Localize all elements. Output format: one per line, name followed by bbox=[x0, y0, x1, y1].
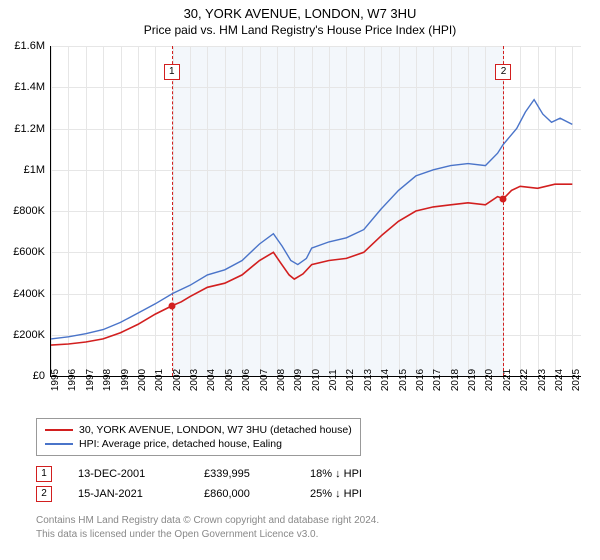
plot: 12 bbox=[50, 46, 581, 377]
xtick-label: 2000 bbox=[137, 369, 148, 391]
xtick-label: 2024 bbox=[554, 369, 565, 391]
ytick-label: £1.2M bbox=[14, 123, 45, 135]
sale-dot bbox=[500, 195, 507, 202]
footer: Contains HM Land Registry data © Crown c… bbox=[36, 514, 379, 541]
legend-item: 30, YORK AVENUE, LONDON, W7 3HU (detache… bbox=[45, 423, 352, 437]
xtick-label: 2023 bbox=[537, 369, 548, 391]
xtick-label: 2002 bbox=[172, 369, 183, 391]
xtick-label: 2018 bbox=[450, 369, 461, 391]
xtick-label: 2025 bbox=[571, 369, 582, 391]
xtick-label: 2017 bbox=[432, 369, 443, 391]
sale-price: £339,995 bbox=[204, 468, 284, 480]
legend-swatch bbox=[45, 429, 73, 431]
xtick-label: 2001 bbox=[154, 369, 165, 391]
sale-price: £860,000 bbox=[204, 488, 284, 500]
xtick-label: 1997 bbox=[85, 369, 96, 391]
xtick-label: 2011 bbox=[328, 369, 339, 391]
sales-table: 1 13-DEC-2001 £339,995 18% ↓ HPI 2 15-JAN-202… bbox=[36, 464, 362, 504]
xtick-label: 1995 bbox=[50, 369, 61, 391]
sale-marker-box: 1 bbox=[164, 64, 180, 80]
legend-item: HPI: Average price, detached house, Eali… bbox=[45, 437, 352, 451]
ytick-label: £0 bbox=[33, 370, 45, 382]
xtick-label: 2004 bbox=[206, 369, 217, 391]
xtick-label: 2015 bbox=[398, 369, 409, 391]
chart-title: 30, YORK AVENUE, LONDON, W7 3HU bbox=[0, 0, 600, 21]
legend-label: HPI: Average price, detached house, Eali… bbox=[79, 438, 282, 450]
xtick-label: 2019 bbox=[467, 369, 478, 391]
sales-row: 2 15-JAN-2021 £860,000 25% ↓ HPI bbox=[36, 484, 362, 504]
xtick-label: 1998 bbox=[102, 369, 113, 391]
xtick-label: 2016 bbox=[415, 369, 426, 391]
legend-swatch bbox=[45, 443, 73, 445]
sale-delta: 18% ↓ HPI bbox=[310, 468, 362, 480]
xtick-label: 2008 bbox=[276, 369, 287, 391]
series-hpi bbox=[51, 100, 572, 339]
ytick-label: £200K bbox=[13, 329, 45, 341]
xtick-label: 2013 bbox=[363, 369, 374, 391]
chart-area: 12 £0£200K£400K£600K£800K£1M£1.2M£1.4M£1… bbox=[50, 46, 580, 376]
ytick-label: £1.4M bbox=[14, 81, 45, 93]
sale-row-marker: 1 bbox=[36, 466, 52, 482]
xtick-label: 1999 bbox=[120, 369, 131, 391]
xtick-label: 2003 bbox=[189, 369, 200, 391]
footer-line: This data is licensed under the Open Gov… bbox=[36, 528, 379, 542]
ytick-label: £1M bbox=[24, 164, 45, 176]
line-series bbox=[51, 46, 581, 376]
sale-row-marker: 2 bbox=[36, 486, 52, 502]
xtick-label: 2009 bbox=[293, 369, 304, 391]
sales-row: 1 13-DEC-2001 £339,995 18% ↓ HPI bbox=[36, 464, 362, 484]
sale-dot bbox=[168, 302, 175, 309]
xtick-label: 2006 bbox=[241, 369, 252, 391]
series-price_paid bbox=[51, 184, 572, 345]
legend: 30, YORK AVENUE, LONDON, W7 3HU (detache… bbox=[36, 418, 361, 456]
footer-line: Contains HM Land Registry data © Crown c… bbox=[36, 514, 379, 528]
xtick-label: 1996 bbox=[67, 369, 78, 391]
ytick-label: £600K bbox=[13, 246, 45, 258]
legend-label: 30, YORK AVENUE, LONDON, W7 3HU (detache… bbox=[79, 424, 352, 436]
sale-date: 15-JAN-2021 bbox=[78, 488, 178, 500]
xtick-label: 2007 bbox=[259, 369, 270, 391]
ytick-label: £400K bbox=[13, 288, 45, 300]
xtick-label: 2020 bbox=[484, 369, 495, 391]
xtick-label: 2021 bbox=[502, 369, 513, 391]
sale-delta: 25% ↓ HPI bbox=[310, 488, 362, 500]
xtick-label: 2022 bbox=[519, 369, 530, 391]
sale-marker-box: 2 bbox=[495, 64, 511, 80]
xtick-label: 2010 bbox=[311, 369, 322, 391]
xtick-label: 2012 bbox=[345, 369, 356, 391]
ytick-label: £800K bbox=[13, 205, 45, 217]
chart-subtitle: Price paid vs. HM Land Registry's House … bbox=[0, 21, 600, 37]
xtick-label: 2014 bbox=[380, 369, 391, 391]
sale-date: 13-DEC-2001 bbox=[78, 468, 178, 480]
xtick-label: 2005 bbox=[224, 369, 235, 391]
ytick-label: £1.6M bbox=[14, 40, 45, 52]
